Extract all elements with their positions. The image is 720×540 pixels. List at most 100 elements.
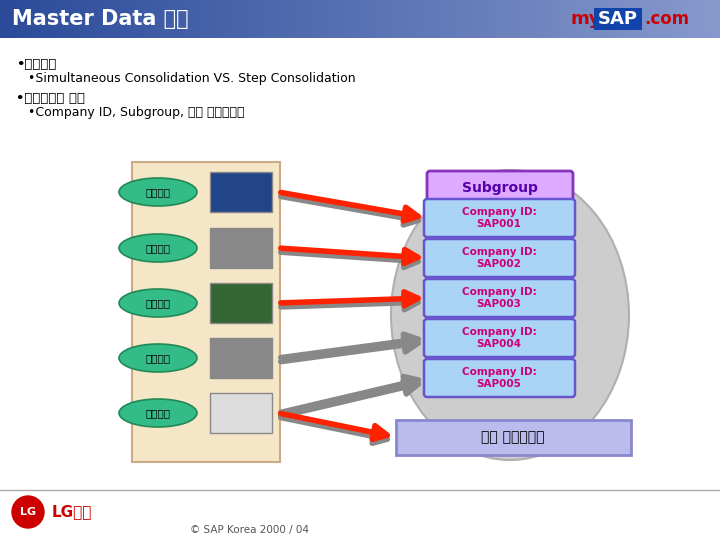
Bar [37,0,38,38]
Bar [274,0,275,38]
Bar [347,0,348,38]
Bar [674,0,675,38]
Bar [364,0,365,38]
Bar [340,0,341,38]
Bar [534,0,535,38]
Bar [385,0,386,38]
Bar [222,0,223,38]
Bar [469,0,470,38]
Bar [98,0,99,38]
Bar [62,0,63,38]
Bar [531,0,532,38]
Bar [306,0,307,38]
Bar [216,0,217,38]
Bar [439,0,440,38]
Bar [71,0,72,38]
Bar [438,0,439,38]
Bar [302,0,303,38]
Bar [160,0,161,38]
Bar [231,0,232,38]
Bar [654,0,655,38]
Bar [329,0,330,38]
Bar [594,0,595,38]
Bar [76,0,77,38]
Bar [557,0,558,38]
Bar [157,0,158,38]
Bar [89,0,90,38]
Bar [61,0,62,38]
Bar [677,0,678,38]
Bar [551,0,552,38]
Bar [19,0,20,38]
Bar [168,0,169,38]
Text: Company ID:
SAP005: Company ID: SAP005 [462,367,536,389]
Bar [559,0,560,38]
Bar [558,0,559,38]
Bar [535,0,536,38]
Bar [496,0,497,38]
Text: © SAP Korea 2000 / 04: © SAP Korea 2000 / 04 [190,525,309,535]
Bar [381,0,382,38]
Bar [567,0,568,38]
Bar [638,0,639,38]
Bar [367,0,368,38]
Bar [325,0,326,38]
Bar [187,0,188,38]
Bar [294,0,295,38]
Bar [459,0,460,38]
Bar [161,0,162,38]
Bar [389,0,390,38]
Bar [40,0,41,38]
Bar [352,0,353,38]
Bar [672,0,673,38]
Bar [103,0,104,38]
Bar [208,0,209,38]
Bar [269,0,270,38]
Bar [272,0,273,38]
Bar [544,0,545,38]
Bar [605,0,606,38]
Bar [285,0,286,38]
Bar [64,0,65,38]
Bar [321,0,322,38]
Bar [53,0,54,38]
Bar [553,0,554,38]
Bar [717,0,718,38]
Text: •연결절자: •연결절자 [16,58,56,71]
Bar [606,0,607,38]
Bar [144,0,145,38]
Bar [69,0,70,38]
Bar [628,0,629,38]
Bar [16,0,17,38]
Bar [172,0,173,38]
Bar [79,0,80,38]
Bar [451,0,452,38]
Bar [328,0,329,38]
Bar [716,0,717,38]
Bar [400,0,401,38]
Bar [235,0,236,38]
Bar [497,0,498,38]
Bar [260,0,261,38]
Bar [686,0,687,38]
Bar [122,0,123,38]
Bar [193,0,194,38]
Bar [566,0,567,38]
Bar [308,0,309,38]
Bar [251,0,252,38]
Bar [526,0,527,38]
Bar [311,0,312,38]
Bar [512,0,513,38]
Bar [486,0,487,38]
Bar [175,0,176,38]
Bar [699,0,700,38]
Bar [326,0,327,38]
Bar [11,0,12,38]
Bar [258,0,259,38]
Bar [419,0,420,38]
Bar [409,0,410,38]
Bar [188,0,189,38]
Bar [363,0,364,38]
Bar [530,0,531,38]
Bar [173,0,174,38]
